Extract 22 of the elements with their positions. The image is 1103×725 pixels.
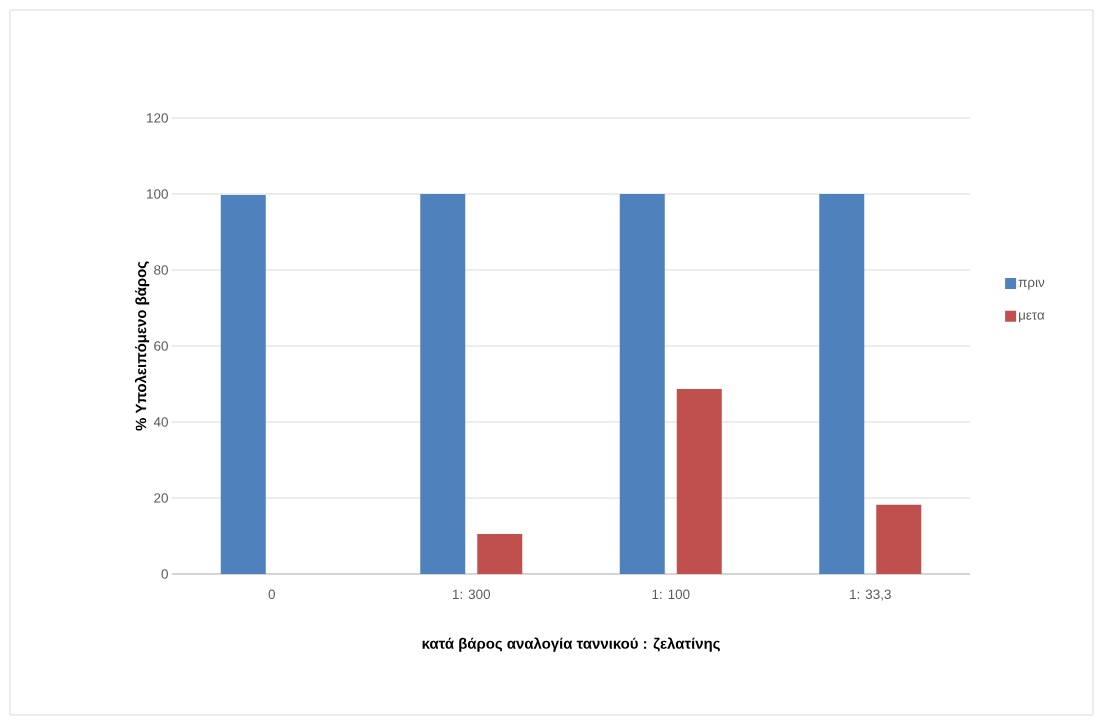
- y-tick-label: 0: [161, 569, 168, 579]
- bar: [619, 193, 665, 574]
- y-tick-label: 20: [154, 493, 168, 503]
- x-tick-label: 1: 100: [652, 589, 690, 600]
- legend-label: πριν: [1018, 279, 1045, 290]
- y-tick-label: 60: [154, 341, 168, 351]
- y-tick-label: 80: [154, 265, 168, 275]
- bar: [420, 193, 466, 574]
- y-axis-title: % Υπολειπόμενο βάρος: [134, 261, 150, 431]
- y-tick-label: 120: [147, 113, 168, 123]
- bar: [477, 534, 523, 574]
- x-axis-title: κατά βάρος αναλογία ταννικού : ζελατίνης: [422, 637, 720, 652]
- bar: [819, 193, 865, 574]
- x-tick-label: 0: [268, 589, 275, 600]
- y-tick-label: 40: [153, 417, 168, 427]
- x-tick-label: 1: 300: [452, 589, 491, 600]
- x-tick-label: 1: 33,3: [850, 589, 891, 601]
- y-tick-label: 100: [147, 189, 168, 199]
- legend-label: μετα: [1019, 312, 1045, 323]
- bar: [220, 195, 266, 574]
- bar: [876, 504, 922, 574]
- bar: [676, 388, 722, 574]
